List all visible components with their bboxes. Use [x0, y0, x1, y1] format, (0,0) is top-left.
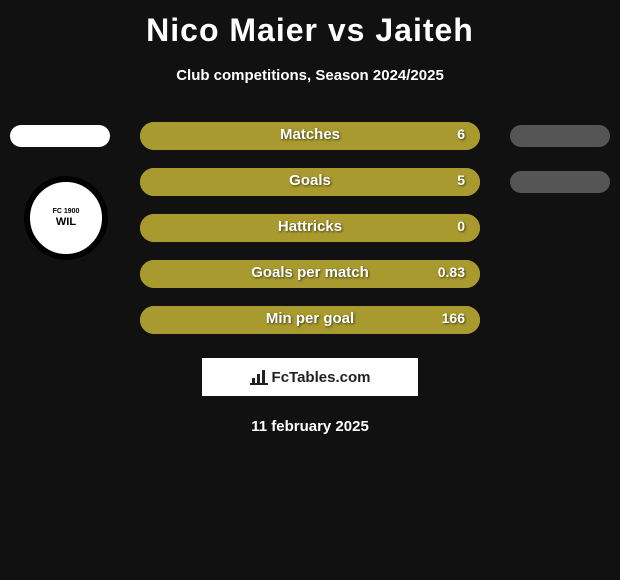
stat-value-right: 166 — [442, 310, 465, 326]
club-badge-text: FC 1900 WIL — [53, 208, 80, 228]
stat-bar-fill — [140, 260, 480, 288]
footer-brand-box: FcTables.com — [202, 358, 418, 396]
page-title: Nico Maier vs Jaiteh — [0, 0, 620, 49]
footer-brand-text: FcTables.com — [272, 369, 371, 386]
stat-row: Matches6 — [0, 122, 620, 168]
stat-bar-fill — [140, 306, 480, 334]
stat-row: Min per goal166 — [0, 306, 620, 352]
left-cap — [10, 125, 110, 147]
footer-date: 11 february 2025 — [0, 418, 620, 435]
club-badge: FC 1900 WIL — [24, 176, 108, 260]
right-cap — [510, 171, 610, 193]
stat-value-right: 5 — [457, 172, 465, 188]
stat-bar-fill — [140, 214, 480, 242]
stat-value-right: 0.83 — [438, 264, 465, 280]
stat-value-right: 6 — [457, 126, 465, 142]
chart-icon — [250, 369, 268, 385]
right-cap — [510, 125, 610, 147]
stat-bar-fill — [140, 122, 480, 150]
stat-bar-fill — [140, 168, 480, 196]
stat-row: Goals per match0.83 — [0, 260, 620, 306]
page-subtitle: Club competitions, Season 2024/2025 — [0, 67, 620, 84]
stat-value-right: 0 — [457, 218, 465, 234]
